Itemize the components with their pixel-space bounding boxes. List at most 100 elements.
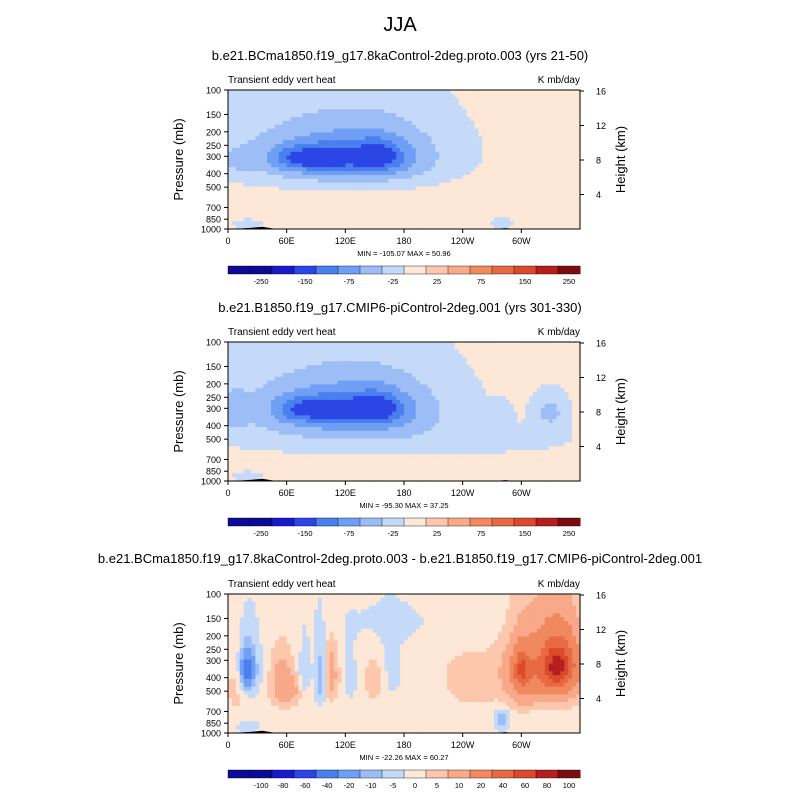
field-cell xyxy=(447,159,452,164)
field-cell xyxy=(247,128,253,134)
field-cell xyxy=(458,124,464,130)
field-cell xyxy=(247,90,253,95)
field-cell xyxy=(353,117,358,122)
field-cell xyxy=(419,221,425,226)
field-cell xyxy=(294,120,299,126)
field-cell xyxy=(540,376,546,382)
field-cell xyxy=(458,147,464,153)
field-cell xyxy=(396,209,401,215)
field-cell xyxy=(536,213,542,219)
field-cell xyxy=(568,186,573,191)
field-cell xyxy=(576,198,581,203)
field-cell xyxy=(517,163,522,168)
field-cell xyxy=(310,124,315,130)
field-cell xyxy=(560,213,565,219)
field-cell xyxy=(243,411,249,416)
field-cell xyxy=(568,205,573,211)
field-cell xyxy=(431,140,436,145)
field-cell xyxy=(298,167,303,172)
field-cell xyxy=(396,136,401,141)
field-cell xyxy=(392,124,397,130)
field-cell xyxy=(360,151,366,157)
field-cell xyxy=(231,97,237,103)
field-cell xyxy=(290,217,296,222)
field-cell xyxy=(263,101,268,107)
field-cell xyxy=(497,345,503,351)
field-cell xyxy=(490,221,495,226)
field-cell xyxy=(407,105,413,110)
field-cell xyxy=(431,353,436,359)
field-cell xyxy=(407,345,413,351)
field-cell xyxy=(290,342,296,347)
field-cell xyxy=(239,120,245,126)
field-cell xyxy=(462,182,468,188)
field-cell xyxy=(251,151,256,157)
field-cell xyxy=(333,93,339,99)
field-cell xyxy=(325,113,331,118)
field-cell xyxy=(396,171,401,176)
field-cell xyxy=(267,209,272,215)
field-cell xyxy=(548,159,554,164)
field-cell xyxy=(513,109,519,114)
field-cell xyxy=(556,209,562,215)
field-cell xyxy=(321,353,327,359)
field-cell xyxy=(286,388,292,393)
field-cell xyxy=(314,159,319,164)
field-cell xyxy=(439,151,444,157)
field-cell xyxy=(380,209,386,215)
field-cell xyxy=(282,353,288,359)
field-cell xyxy=(231,411,237,416)
field-cell xyxy=(372,151,378,157)
field-cell xyxy=(325,376,331,382)
field-cell xyxy=(357,128,362,134)
field-cell xyxy=(282,369,288,374)
field-cell xyxy=(544,163,550,168)
field-cell xyxy=(329,144,335,149)
field-cell xyxy=(493,201,499,207)
field-cell xyxy=(415,201,421,207)
y-tick-label: 400 xyxy=(206,169,221,179)
field-cell xyxy=(447,178,452,184)
field-cell xyxy=(447,136,452,141)
field-cell xyxy=(353,357,358,362)
field-cell xyxy=(271,357,276,362)
field-cell xyxy=(400,105,405,110)
field-cell xyxy=(529,186,534,191)
field-cell xyxy=(321,90,327,95)
field-cell xyxy=(364,353,370,359)
field-cell xyxy=(337,147,343,153)
field-cell xyxy=(263,201,268,207)
field-cell xyxy=(576,117,581,122)
field-cell xyxy=(357,376,362,382)
field-cell xyxy=(509,345,515,351)
field-cell xyxy=(552,396,558,401)
field-cell xyxy=(505,399,511,405)
field-cell xyxy=(411,365,417,370)
field-cell xyxy=(404,113,409,118)
field-cell xyxy=(228,147,233,153)
field-cell xyxy=(435,353,440,359)
field-cell xyxy=(271,198,276,203)
field-cell xyxy=(427,198,432,203)
field-cell xyxy=(458,349,464,355)
field-cell xyxy=(333,342,339,347)
field-cell xyxy=(329,90,335,95)
field-cell xyxy=(450,384,456,389)
field-cell xyxy=(407,163,413,168)
field-cell xyxy=(271,217,276,222)
field-cell xyxy=(536,209,542,215)
field-cell xyxy=(274,392,280,397)
field-cell xyxy=(576,182,581,188)
field-cell xyxy=(556,365,562,370)
field-cell xyxy=(447,186,452,191)
field-cell xyxy=(572,144,577,149)
field-cell xyxy=(353,399,358,405)
field-cell xyxy=(396,105,401,110)
field-cell xyxy=(321,384,327,389)
field-cell xyxy=(466,101,472,107)
field-cell xyxy=(357,403,362,409)
field-cell xyxy=(423,411,429,416)
field-cell xyxy=(509,388,515,393)
field-cell xyxy=(552,205,558,211)
field-cell xyxy=(407,357,413,362)
